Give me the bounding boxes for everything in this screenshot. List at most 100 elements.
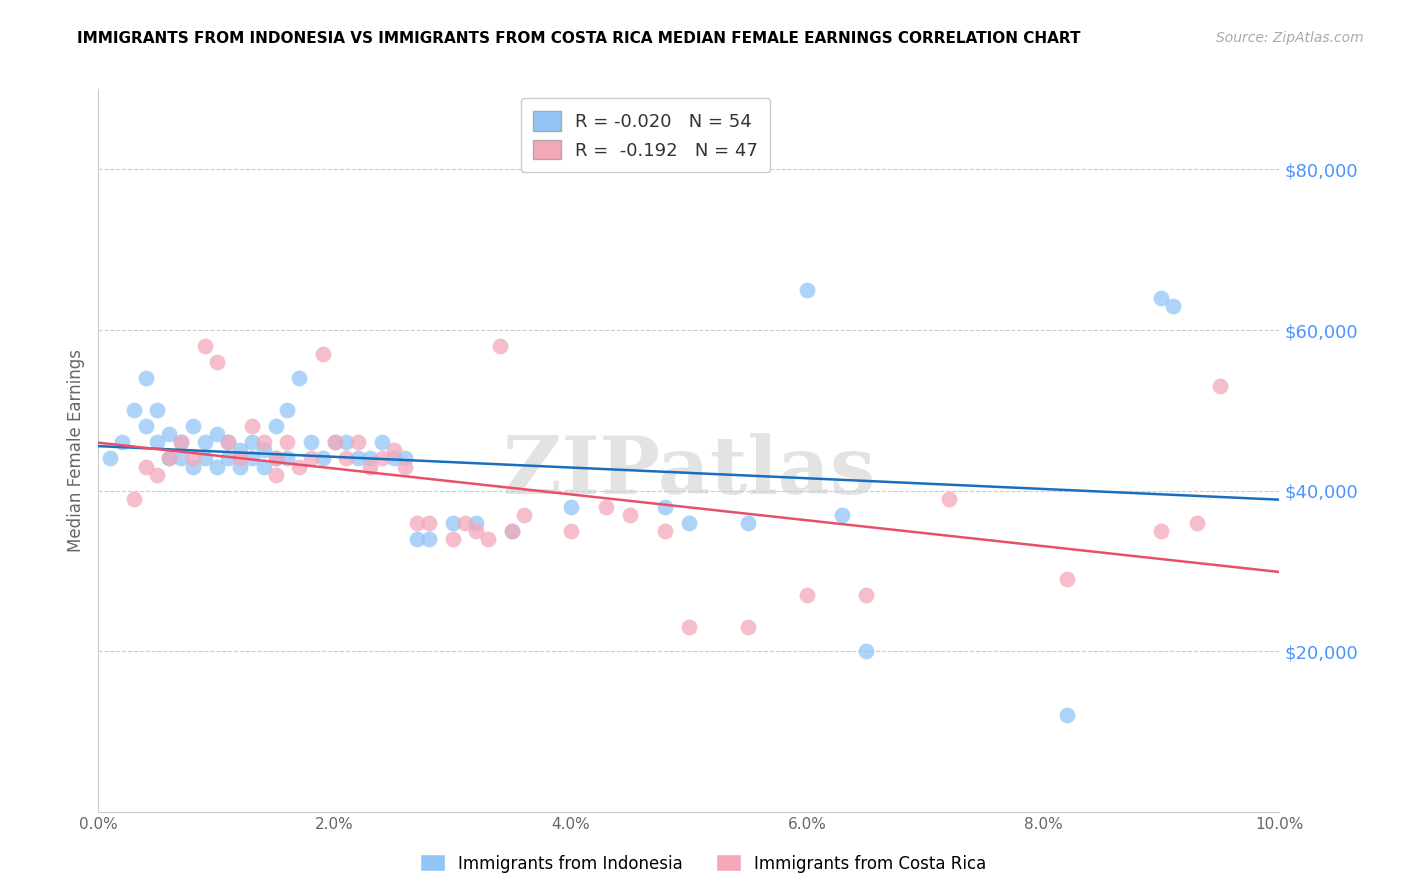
Point [359,451,381,466]
Point [264,467,287,482]
Point [312,451,335,466]
Point [418,532,440,546]
Point [181,419,204,434]
Point [501,524,523,538]
Point [406,532,429,546]
Point [335,435,357,450]
Point [217,435,239,450]
Point [1161,299,1184,313]
Point [347,435,370,450]
Point [205,459,228,474]
Text: ZIPatlas: ZIPatlas [503,434,875,511]
Point [855,644,877,658]
Point [135,371,157,385]
Point [240,435,263,450]
Legend: Immigrants from Indonesia, Immigrants from Costa Rica: Immigrants from Indonesia, Immigrants fr… [413,847,993,880]
Point [1056,572,1078,586]
Point [453,516,475,530]
Point [560,500,582,514]
Point [122,491,145,506]
Point [382,443,405,458]
Point [1209,379,1232,393]
Point [312,347,335,361]
Point [146,403,169,417]
Text: Source: ZipAtlas.com: Source: ZipAtlas.com [1216,31,1364,45]
Point [229,459,252,474]
Point [418,516,440,530]
Point [831,508,853,522]
Point [323,435,346,450]
Point [240,451,263,466]
Point [323,435,346,450]
Point [181,451,204,466]
Point [135,459,157,474]
Point [796,283,818,297]
Point [299,435,322,450]
Point [796,588,818,602]
Point [938,491,960,506]
Point [1150,291,1173,305]
Point [678,516,700,530]
Point [146,435,169,450]
Point [654,500,676,514]
Point [135,419,157,434]
Point [406,516,429,530]
Point [264,451,287,466]
Point [654,524,676,538]
Point [359,459,381,474]
Point [253,443,276,458]
Point [560,524,582,538]
Point [394,451,416,466]
Point [253,459,276,474]
Legend: R = -0.020   N = 54, R =  -0.192   N = 47: R = -0.020 N = 54, R = -0.192 N = 47 [520,98,770,172]
Point [276,403,298,417]
Point [737,620,759,634]
Point [229,451,252,466]
Point [276,435,298,450]
Point [170,435,193,450]
Point [465,516,488,530]
Point [194,451,217,466]
Point [111,435,134,450]
Point [229,443,252,458]
Point [335,451,357,466]
Point [595,500,617,514]
Point [264,419,287,434]
Point [205,427,228,442]
Point [288,371,311,385]
Point [276,451,298,466]
Point [264,451,287,466]
Point [194,435,217,450]
Point [157,451,180,466]
Point [170,435,193,450]
Point [217,451,239,466]
Point [737,516,759,530]
Point [512,508,534,522]
Point [855,588,877,602]
Point [477,532,499,546]
Point [194,339,217,353]
Point [146,467,169,482]
Point [347,451,370,466]
Point [299,451,322,466]
Point [170,451,193,466]
Point [157,427,180,442]
Point [1056,708,1078,723]
Point [1185,516,1208,530]
Point [465,524,488,538]
Point [253,435,276,450]
Point [240,419,263,434]
Point [217,435,239,450]
Point [501,524,523,538]
Text: IMMIGRANTS FROM INDONESIA VS IMMIGRANTS FROM COSTA RICA MEDIAN FEMALE EARNINGS C: IMMIGRANTS FROM INDONESIA VS IMMIGRANTS … [77,31,1081,46]
Point [678,620,700,634]
Point [382,451,405,466]
Point [371,451,394,466]
Point [122,403,145,417]
Point [205,355,228,369]
Point [371,435,394,450]
Point [1150,524,1173,538]
Point [98,451,121,466]
Point [441,516,464,530]
Point [288,459,311,474]
